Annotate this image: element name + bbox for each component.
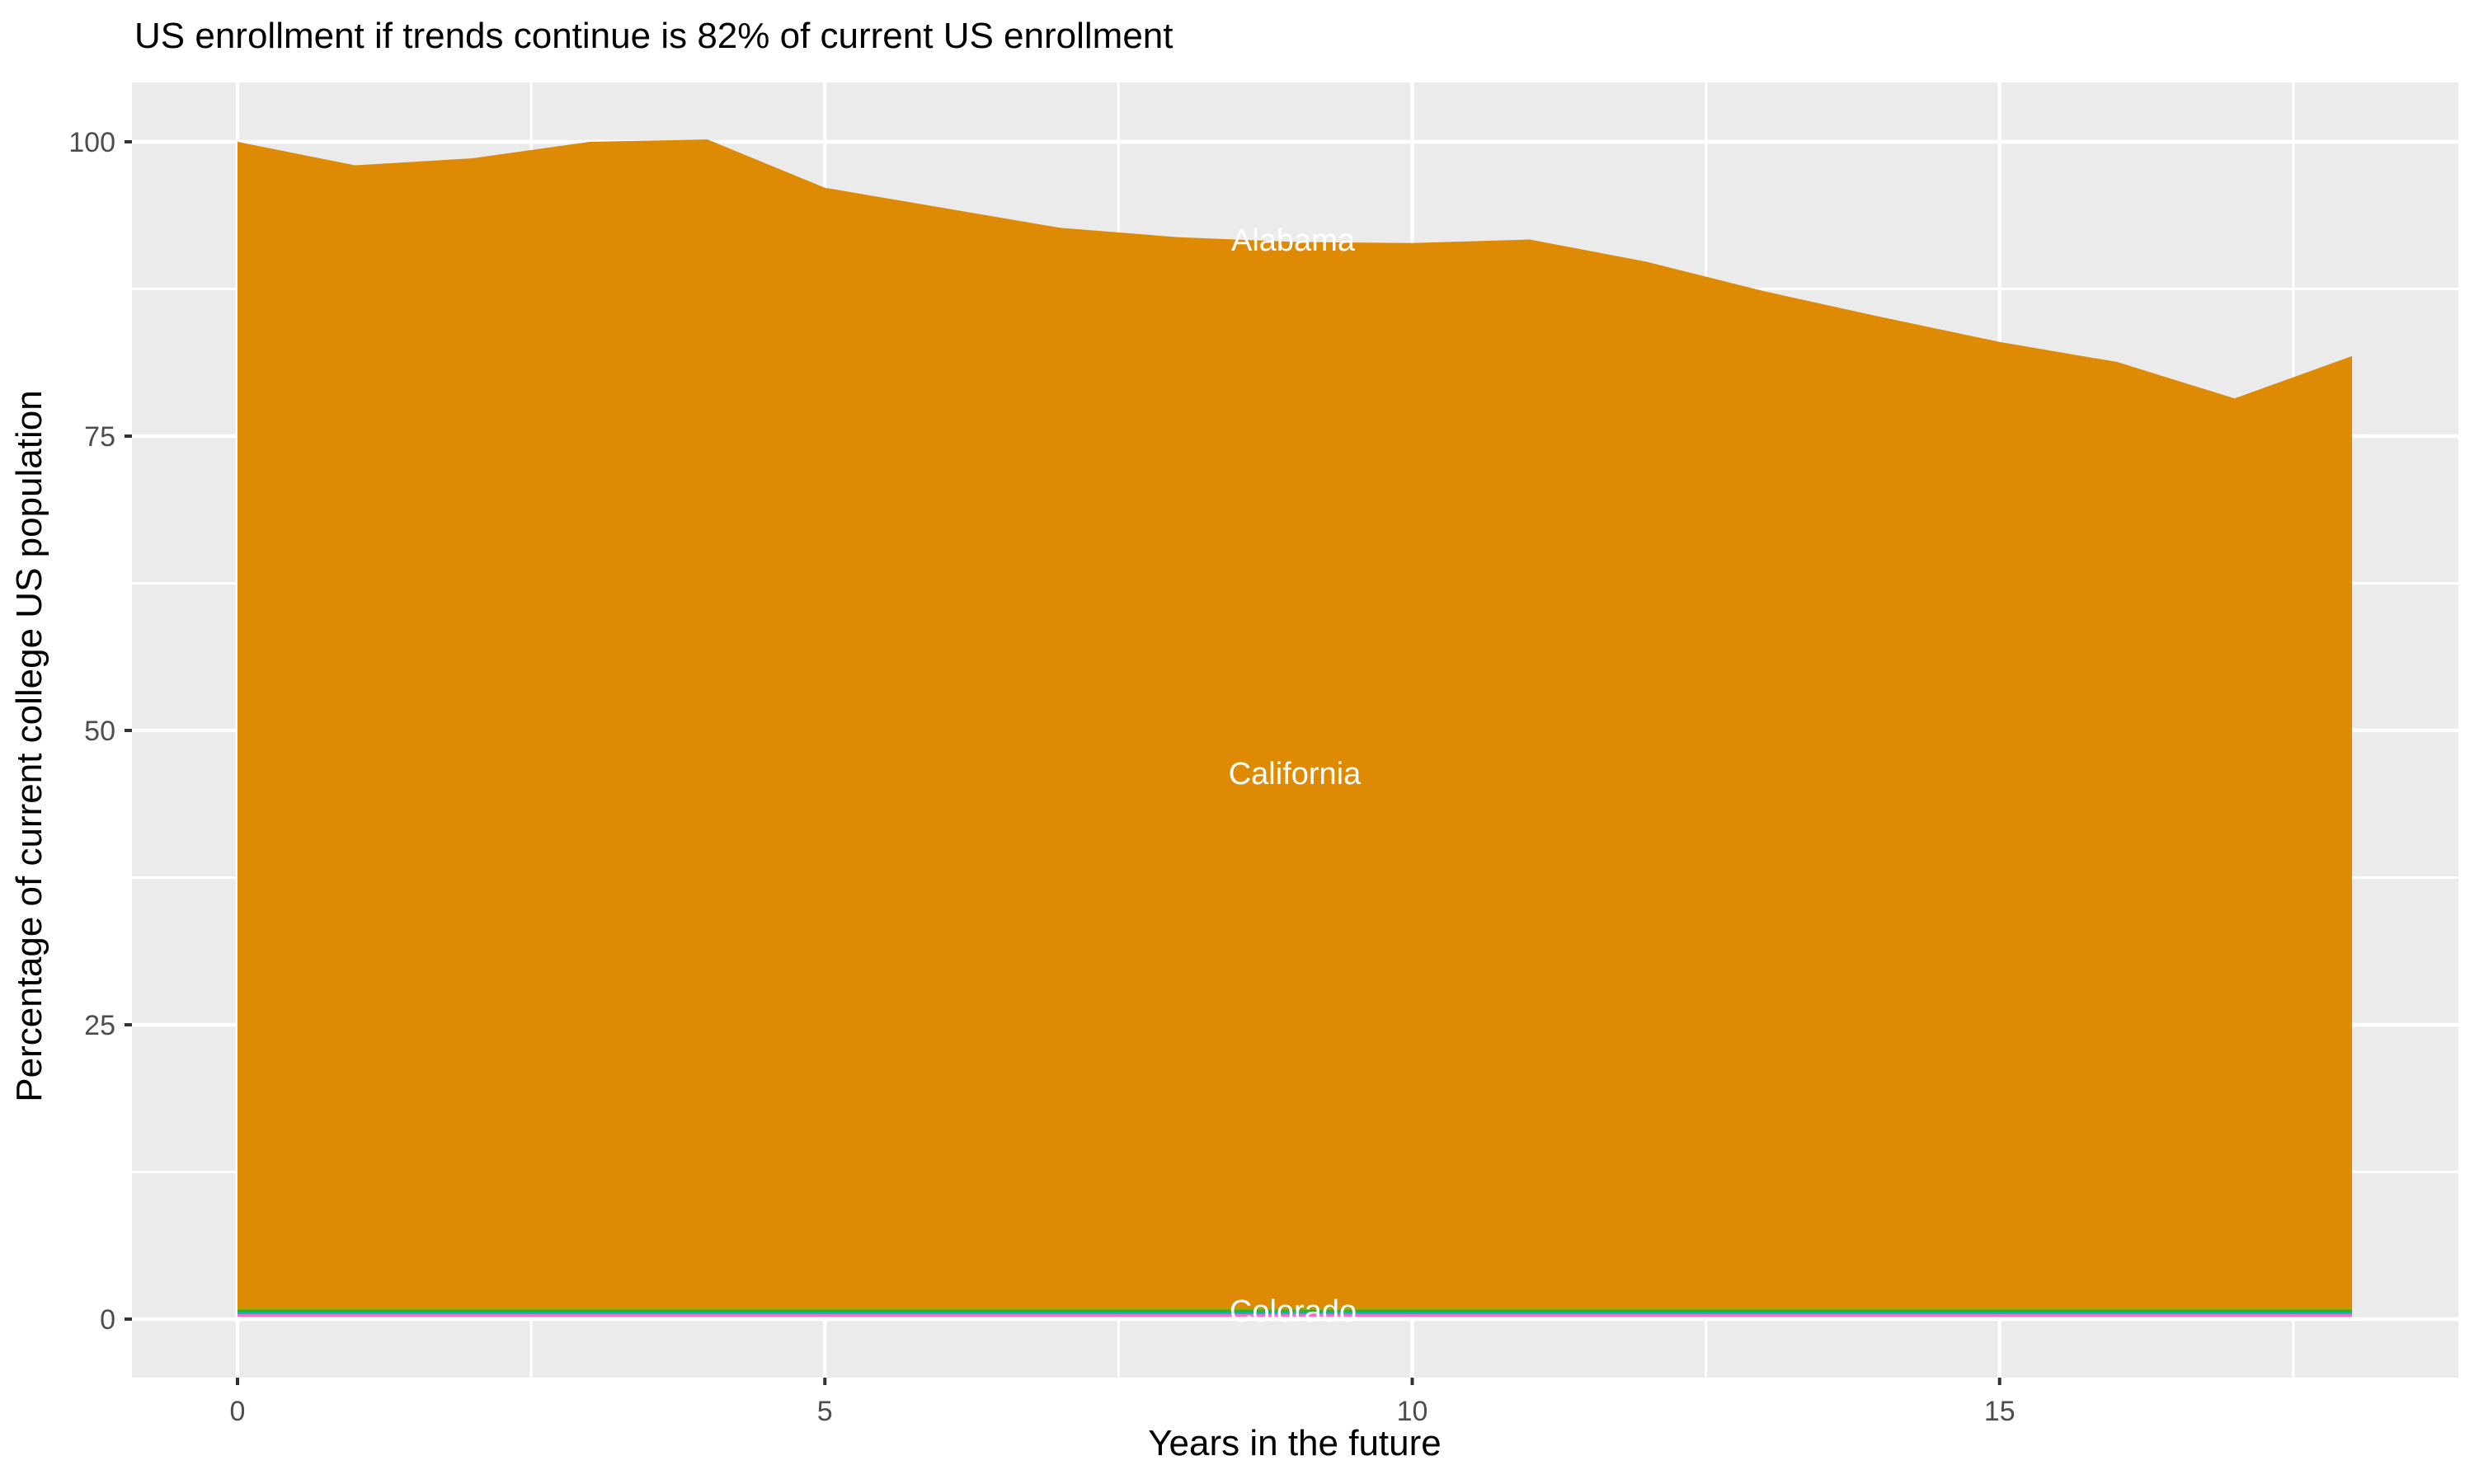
state-label-colorado: Colorado — [1230, 1294, 1357, 1329]
x-axis-title: Years in the future — [1148, 1423, 1442, 1463]
y-tick-label: 100 — [68, 127, 115, 158]
plot-title: US enrollment if trends continue is 82% … — [134, 16, 1173, 56]
y-axis-title: Percentage of current college US populat… — [9, 390, 49, 1101]
y-tick-label: 75 — [84, 421, 115, 453]
state-labels: Alabama California Colorado — [1229, 223, 1362, 1329]
stripe-teal-band — [238, 1313, 2353, 1314]
y-tick-label: 0 — [100, 1304, 115, 1336]
axis-tick-marks — [125, 140, 2001, 1385]
axis-tick-labels: 0 5 10 15 0 25 50 75 100 — [68, 127, 2015, 1427]
x-tick-label: 5 — [817, 1396, 833, 1427]
state-label-alabama: Alabama — [1231, 223, 1356, 258]
x-tick-label: 0 — [230, 1396, 246, 1427]
stripe-green-band — [238, 1309, 2353, 1313]
state-label-california: California — [1229, 757, 1362, 791]
x-tick-label: 10 — [1397, 1396, 1428, 1427]
area-band-california — [238, 139, 2353, 1317]
stacked-area — [238, 139, 2353, 1317]
y-tick-label: 50 — [84, 716, 115, 747]
stripe-olive-band — [238, 1307, 2353, 1310]
bottom-stripe-bands — [238, 1307, 2353, 1317]
stripe-pink-band — [238, 1314, 2353, 1317]
x-tick-label: 15 — [1984, 1396, 2015, 1427]
y-tick-label: 25 — [84, 1010, 115, 1041]
